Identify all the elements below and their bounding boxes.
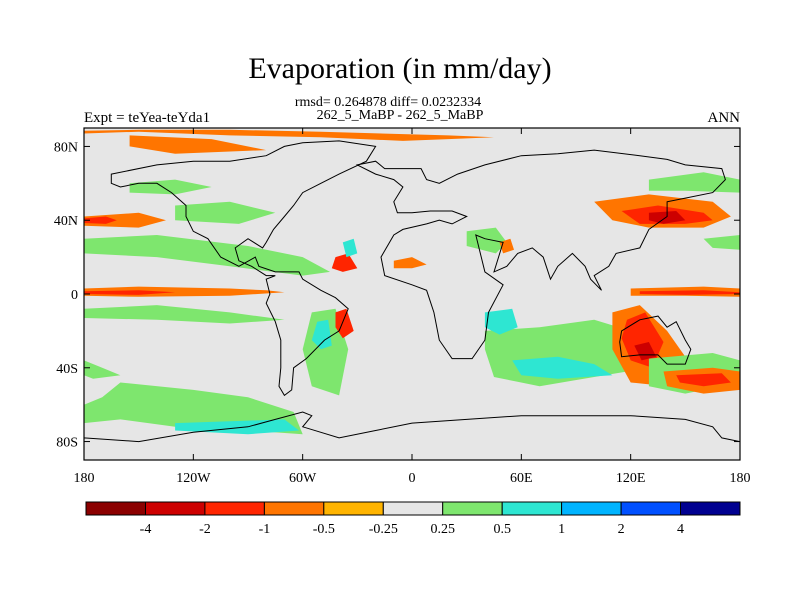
y-tick-label-2: 0 xyxy=(71,288,78,303)
contour-region-14 xyxy=(311,319,332,350)
contour-region-8 xyxy=(84,235,330,276)
contour-region-9 xyxy=(84,305,285,324)
contour-layer xyxy=(84,128,740,460)
contour-region-4 xyxy=(84,129,494,141)
colorbar-box-5 xyxy=(382,501,444,516)
colorbar-label-8: 2 xyxy=(618,522,625,537)
colorbar-box-7 xyxy=(501,501,563,516)
contour-region-13 xyxy=(302,308,349,396)
contour-region-10 xyxy=(84,360,121,379)
x-tick-label-0: 180 xyxy=(74,471,95,486)
colorbar-box-10 xyxy=(680,501,741,516)
contour-region-19 xyxy=(466,227,507,254)
colorbar-box-9 xyxy=(620,501,682,516)
continent-outline-3 xyxy=(84,411,740,460)
contour-region-22 xyxy=(512,356,613,379)
contour-region-26 xyxy=(648,211,686,224)
continent-outline-1 xyxy=(110,140,377,397)
axes: 180 120W 60W 0 60E 120E 180 80N 40N 0 40S 80S xyxy=(54,128,751,486)
stats-line: rmsd= 0.264878 diff= 0.0232334 xyxy=(294,95,482,110)
colorbar-label-1: -2 xyxy=(199,522,211,537)
x-tick-label-5: 120E xyxy=(616,471,646,486)
colorbar-box-4 xyxy=(323,501,384,516)
season-label: ANN xyxy=(707,110,741,126)
colorbar-box-8 xyxy=(561,501,622,516)
colorbar: -4 -2 -1 -0.5 -0.25 0.25 0.5 1 2 4 xyxy=(85,501,741,537)
colorbar-label-0: -4 xyxy=(140,522,152,537)
y-tick-label-4: 80S xyxy=(56,436,78,451)
colorbar-label-3: -0.5 xyxy=(313,522,335,537)
contour-region-23 xyxy=(484,308,518,335)
contour-region-1 xyxy=(84,216,117,224)
x-tick-label-2: 60W xyxy=(289,471,317,486)
y-tick-label-1: 40N xyxy=(54,214,78,229)
continent-outline-2 xyxy=(619,315,692,365)
contour-region-18 xyxy=(393,257,427,269)
x-tick-label-4: 60E xyxy=(510,471,533,486)
colorbar-label-6: 0.5 xyxy=(493,522,511,537)
contour-region-36 xyxy=(703,235,740,250)
contour-region-17 xyxy=(342,238,358,258)
case-line: 262_5_MaBP - 262_5_MaBP xyxy=(316,108,484,123)
contour-region-31 xyxy=(634,342,657,361)
colorbar-box-3 xyxy=(263,501,325,516)
continent-outlines xyxy=(84,140,740,460)
continent-outline-0 xyxy=(355,149,726,360)
contour-region-34 xyxy=(676,373,731,387)
colorbar-label-9: 4 xyxy=(677,522,684,537)
colorbar-label-4: -0.25 xyxy=(369,522,398,537)
x-tick-label-6: 180 xyxy=(730,471,751,486)
chart-title: Evaporation (in mm/day) xyxy=(248,52,552,85)
y-tick-label-0: 80N xyxy=(54,140,78,155)
colorbar-box-6 xyxy=(442,501,503,516)
colorbar-box-2 xyxy=(204,501,265,516)
colorbar-label-5: 0.25 xyxy=(430,522,455,537)
contour-region-0 xyxy=(84,212,166,228)
contour-region-7 xyxy=(175,201,276,224)
y-tick-label-3: 40S xyxy=(56,362,78,377)
contour-region-12 xyxy=(175,419,299,435)
experiment-label: Expt = teYea-teYda1 xyxy=(84,110,211,126)
contour-region-3 xyxy=(84,290,176,295)
colorbar-label-7: 1 xyxy=(558,522,565,537)
colorbar-box-0 xyxy=(85,501,146,516)
contour-region-28 xyxy=(639,290,740,295)
contour-region-16 xyxy=(335,308,354,339)
x-tick-label-1: 120W xyxy=(176,471,211,486)
contour-region-5 xyxy=(129,135,267,154)
colorbar-label-2: -1 xyxy=(259,522,271,537)
colorbar-box-1 xyxy=(145,501,206,516)
x-tick-label-3: 0 xyxy=(409,471,416,486)
contour-region-15 xyxy=(331,253,358,272)
